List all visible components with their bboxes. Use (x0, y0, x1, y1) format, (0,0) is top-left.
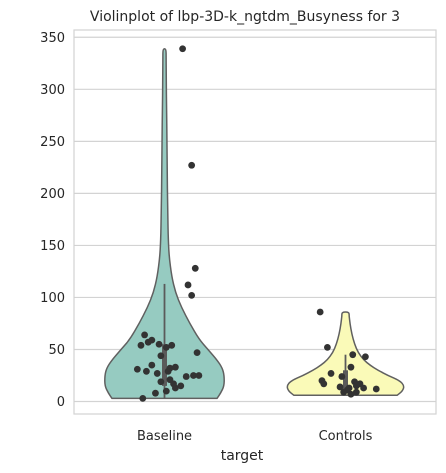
data-point (148, 336, 156, 344)
data-point (340, 388, 348, 396)
data-point (360, 384, 367, 392)
data-point (166, 376, 174, 384)
data-point (372, 385, 380, 393)
chart-title: Violinplot of lbp-3D-k_ngtdm_Busyness fo… (90, 9, 400, 25)
data-point (184, 281, 192, 289)
data-point (177, 382, 185, 390)
y-axis-ticks: 0 50 100 150 200 250 300 350 (40, 31, 65, 410)
y-tick-label: 150 (40, 239, 65, 254)
data-point (179, 45, 187, 53)
y-tick-label: 200 (40, 187, 65, 202)
y-tick-label: 50 (48, 343, 65, 358)
plot-frame (73, 29, 437, 415)
data-point (153, 370, 161, 377)
data-point (191, 264, 199, 272)
data-point (349, 351, 357, 359)
data-points (133, 45, 380, 402)
x-tick-label-controls: Controls (319, 429, 373, 444)
y-tick-label: 350 (40, 31, 65, 46)
data-point (352, 382, 360, 390)
data-point (316, 308, 324, 316)
data-point (141, 331, 148, 339)
x-axis-ticks: Baseline Controls (137, 429, 373, 444)
data-point (324, 343, 331, 351)
y-tick-label: 0 (57, 395, 65, 410)
y-tick-label: 250 (40, 135, 65, 150)
y-tick-label: 300 (40, 83, 65, 98)
data-point (347, 363, 355, 371)
violin-baseline (104, 47, 225, 400)
data-point (152, 389, 159, 397)
data-point (162, 343, 170, 351)
data-point (168, 341, 176, 349)
data-point (327, 370, 335, 377)
data-point (137, 341, 145, 349)
data-point (193, 349, 201, 357)
data-point (166, 364, 174, 372)
data-point (338, 373, 346, 380)
data-point (162, 387, 170, 395)
data-point (157, 352, 165, 360)
x-tick-label-baseline: Baseline (137, 429, 192, 444)
data-point (143, 367, 150, 375)
data-point (155, 340, 163, 348)
data-point (188, 161, 196, 169)
data-point (195, 372, 203, 379)
data-point (320, 380, 328, 388)
data-point (188, 291, 196, 299)
data-point (139, 394, 147, 402)
data-point (190, 372, 197, 379)
x-axis-title: target (221, 448, 264, 464)
data-point (171, 363, 179, 371)
data-point (182, 373, 190, 380)
inner-boxes (162, 283, 348, 399)
data-point (362, 353, 369, 361)
data-point (352, 388, 360, 396)
violin-controls (286, 311, 405, 397)
data-point (347, 390, 355, 398)
violins (104, 47, 405, 400)
data-point (336, 383, 344, 391)
data-point (157, 378, 165, 386)
y-tick-label: 100 (40, 291, 65, 306)
data-point (133, 365, 141, 373)
data-point (148, 361, 156, 369)
